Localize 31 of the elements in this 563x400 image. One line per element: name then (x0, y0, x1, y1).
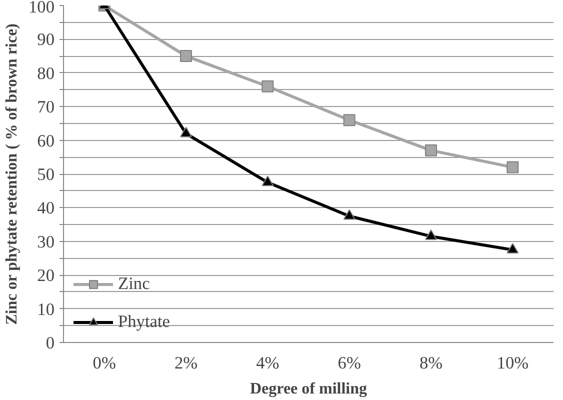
x-tick-label: 10% (496, 354, 529, 372)
legend-label: Phytate (118, 312, 170, 332)
y-tick-label: 100 (28, 0, 55, 16)
x-tick-label: 4% (256, 354, 280, 372)
point (180, 126, 192, 138)
point (343, 114, 356, 126)
y-tick-label: 90 (37, 30, 54, 50)
point (506, 161, 519, 174)
y-tick-label: 10 (37, 300, 54, 319)
point (180, 50, 192, 62)
x-tick-label: 2% (174, 354, 198, 372)
x-tick-label: 6% (338, 354, 361, 372)
y-tick-label: 60 (37, 131, 54, 150)
x-tick-label: 0% (92, 354, 116, 372)
y-tick-label: 40 (37, 198, 54, 218)
point (425, 229, 437, 240)
y-tick-label: 20 (37, 266, 54, 286)
y-tick-label: 80 (37, 64, 54, 83)
x-axis-title: Degree of milling (250, 380, 368, 398)
point (425, 144, 437, 156)
point (262, 176, 274, 186)
point (262, 80, 274, 92)
y-tick-label: 0 (46, 334, 55, 352)
y-tick-label: 50 (37, 165, 54, 184)
y-tick-label: 70 (37, 98, 54, 117)
legend-label: Zinc (118, 274, 150, 294)
point (506, 242, 519, 254)
x-tick-label: 8% (419, 354, 443, 372)
y-tick-label: 30 (37, 232, 54, 252)
point (343, 209, 356, 220)
y-axis-title: Zinc or phytate retention ( % of brown rice) (4, 23, 21, 325)
